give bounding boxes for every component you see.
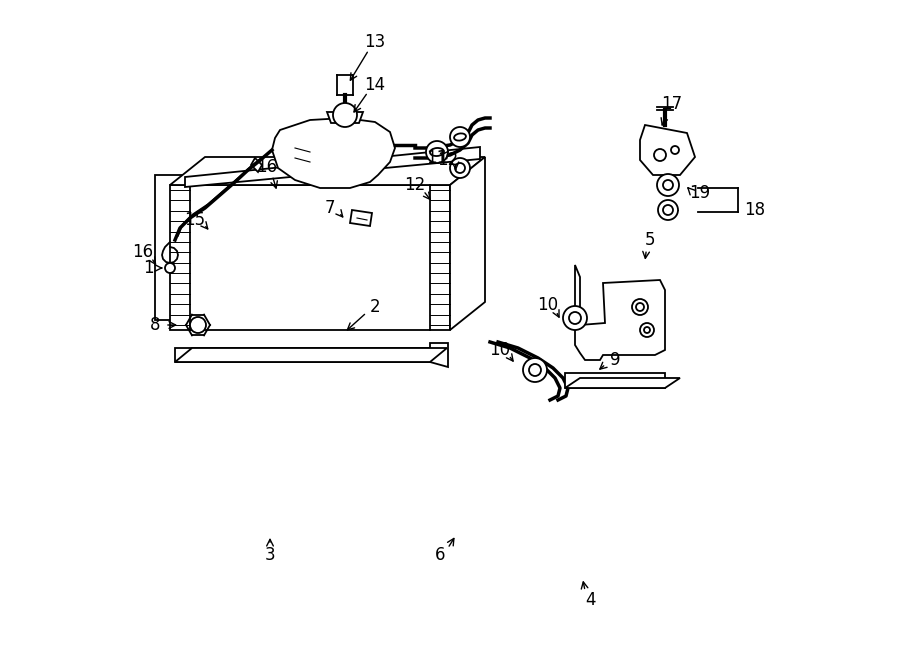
Text: 17: 17 bbox=[662, 95, 682, 113]
Polygon shape bbox=[450, 157, 485, 330]
Polygon shape bbox=[350, 210, 372, 226]
Polygon shape bbox=[155, 175, 445, 320]
Text: 1: 1 bbox=[143, 259, 153, 277]
Polygon shape bbox=[575, 265, 665, 360]
Circle shape bbox=[450, 127, 470, 147]
Polygon shape bbox=[272, 118, 395, 188]
Text: 10: 10 bbox=[490, 341, 510, 359]
Ellipse shape bbox=[430, 148, 444, 156]
Text: 15: 15 bbox=[184, 211, 205, 229]
Text: 19: 19 bbox=[689, 184, 711, 202]
Polygon shape bbox=[185, 147, 480, 187]
Circle shape bbox=[450, 158, 470, 178]
Polygon shape bbox=[327, 112, 363, 123]
Ellipse shape bbox=[454, 134, 466, 141]
Polygon shape bbox=[175, 348, 430, 362]
Circle shape bbox=[658, 200, 678, 220]
Polygon shape bbox=[430, 343, 448, 367]
Polygon shape bbox=[170, 185, 450, 330]
Circle shape bbox=[455, 163, 465, 173]
Text: 18: 18 bbox=[744, 201, 766, 219]
Circle shape bbox=[636, 303, 644, 311]
Text: 3: 3 bbox=[265, 546, 275, 564]
Text: 16: 16 bbox=[132, 243, 154, 261]
Text: 12: 12 bbox=[404, 176, 426, 194]
Polygon shape bbox=[251, 158, 262, 172]
Polygon shape bbox=[565, 378, 680, 388]
Text: 14: 14 bbox=[364, 76, 385, 94]
Circle shape bbox=[663, 205, 673, 215]
Text: 16: 16 bbox=[256, 158, 277, 176]
Polygon shape bbox=[565, 373, 665, 388]
Text: 12: 12 bbox=[437, 151, 459, 169]
Text: 8: 8 bbox=[149, 316, 160, 334]
Circle shape bbox=[523, 358, 547, 382]
Text: 6: 6 bbox=[435, 546, 446, 564]
Circle shape bbox=[671, 146, 679, 154]
Circle shape bbox=[663, 180, 673, 190]
Circle shape bbox=[640, 323, 654, 337]
Text: 2: 2 bbox=[370, 298, 381, 316]
Text: 9: 9 bbox=[610, 351, 620, 369]
Polygon shape bbox=[170, 157, 485, 185]
Text: 13: 13 bbox=[364, 33, 385, 51]
Circle shape bbox=[657, 174, 679, 196]
Polygon shape bbox=[640, 125, 695, 175]
Polygon shape bbox=[175, 348, 447, 362]
Text: 5: 5 bbox=[644, 231, 655, 249]
Circle shape bbox=[529, 364, 541, 376]
Circle shape bbox=[333, 103, 357, 127]
Text: 4: 4 bbox=[585, 591, 595, 609]
Circle shape bbox=[165, 263, 175, 273]
Circle shape bbox=[190, 317, 206, 333]
Circle shape bbox=[426, 141, 448, 163]
Text: 10: 10 bbox=[537, 296, 559, 314]
Circle shape bbox=[654, 149, 666, 161]
Circle shape bbox=[563, 306, 587, 330]
Circle shape bbox=[569, 312, 581, 324]
Text: 7: 7 bbox=[325, 199, 335, 217]
Circle shape bbox=[644, 327, 650, 333]
Circle shape bbox=[632, 299, 648, 315]
Text: 11: 11 bbox=[427, 149, 447, 167]
